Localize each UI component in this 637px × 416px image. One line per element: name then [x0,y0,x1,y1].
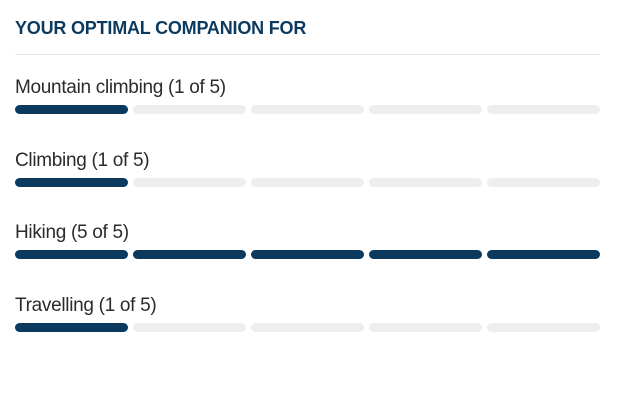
rating-segment-filled [251,250,364,260]
rating-segment-filled [487,250,600,260]
rating-segment-empty [251,177,364,187]
rating-row: Travelling (1 of 5) [15,295,600,335]
rating-segment-filled [369,250,482,260]
rating-segment-filled [15,177,128,187]
rating-segment-empty [487,323,600,333]
rating-segment-empty [133,105,246,114]
rating-label: Mountain climbing (1 of 5) [15,77,226,98]
rating-row: Hiking (5 of 5) [15,222,600,262]
divider [15,54,600,55]
rating-segment-filled [133,250,246,260]
rating-segment-empty [133,323,246,333]
rating-segment-filled [15,105,128,114]
rating-row: Mountain climbing (1 of 5) [15,77,600,117]
panel-title: YOUR OPTIMAL COMPANION FOR [15,18,307,38]
rating-label: Travelling (1 of 5) [15,295,157,317]
rating-segment-empty [487,105,600,114]
rating-segment-empty [251,105,364,114]
rating-segment-filled [15,250,128,260]
rating-segment-filled [15,323,128,333]
rating-label: Hiking (5 of 5) [15,222,129,244]
rating-bar [15,177,600,187]
rating-label: Climbing (1 of 5) [15,149,150,171]
rating-bar [15,250,600,260]
rating-segment-empty [487,177,600,187]
rating-bar [15,323,600,333]
rating-bar [15,105,600,114]
rating-segment-empty [369,177,482,187]
rating-row: Climbing (1 of 5) [15,150,600,190]
rating-segment-empty [133,177,246,187]
rating-segment-empty [369,105,482,114]
rating-segment-empty [369,323,482,333]
rating-segment-empty [251,323,364,333]
